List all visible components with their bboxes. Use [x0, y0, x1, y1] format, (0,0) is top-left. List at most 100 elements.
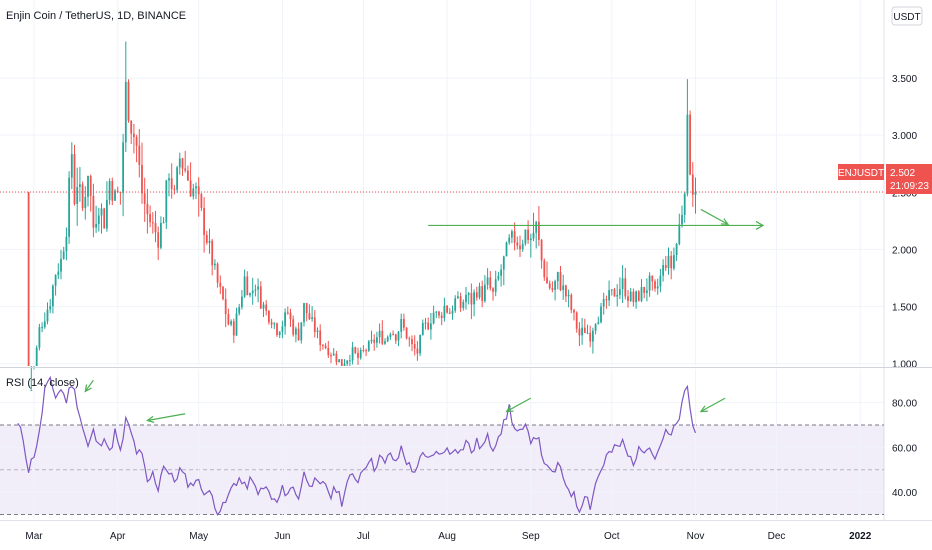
time-tick-label: Jul	[357, 531, 370, 542]
candle-body	[60, 258, 62, 272]
candle-body	[624, 278, 627, 297]
candle-body	[30, 389, 33, 391]
candle-body	[408, 338, 411, 340]
candle-body	[95, 224, 97, 228]
candle-body	[640, 286, 643, 301]
candle-body	[484, 284, 486, 302]
candle-body	[527, 229, 529, 241]
rsi-annotation-arrow	[506, 397, 532, 413]
currency-badge[interactable]	[891, 6, 923, 26]
price-tick-label: 1.000	[892, 360, 917, 371]
candle-body	[513, 231, 516, 243]
candle-body	[149, 214, 151, 223]
candle-body	[403, 318, 405, 328]
price-tick-label: 1.500	[892, 303, 917, 314]
candle-body	[197, 186, 200, 195]
candle-body	[656, 286, 659, 289]
candle-body	[481, 286, 484, 302]
candle-body	[556, 272, 559, 282]
candle-body	[470, 293, 473, 305]
candle-body	[646, 290, 648, 293]
candle-body	[127, 81, 130, 121]
candle-body	[89, 175, 92, 196]
candle-body	[251, 290, 254, 294]
candle-body	[178, 158, 181, 168]
candle-body	[103, 208, 106, 229]
candle-body	[332, 353, 335, 356]
candle-body	[462, 301, 465, 308]
candle-body	[249, 293, 251, 296]
candle-body	[627, 296, 629, 301]
candle-body	[416, 348, 419, 354]
candle-body	[259, 286, 262, 309]
candle-body	[327, 347, 330, 356]
candle-body	[46, 309, 49, 322]
candle-body	[292, 319, 295, 335]
rsi-annotation-arrow-head	[146, 415, 155, 423]
candle-body	[135, 137, 138, 146]
candle-body	[68, 177, 70, 237]
candle-body	[602, 299, 605, 307]
candle-body	[424, 322, 427, 324]
candle-body	[278, 331, 281, 336]
chart-title: Enjin Coin / TetherUS, 1D, BINANCE	[6, 10, 186, 22]
rsi-annotation-arrow-head	[84, 384, 92, 393]
time-tick-label: Nov	[687, 531, 705, 542]
candle-body	[176, 167, 178, 190]
time-tick-label: Apr	[110, 531, 126, 542]
candle-body	[100, 208, 103, 216]
candle-body	[322, 344, 324, 346]
candle-body	[335, 353, 338, 362]
candle-body	[143, 193, 146, 204]
candle-body	[189, 180, 192, 197]
candle-body	[262, 304, 265, 309]
candle-body	[162, 222, 165, 224]
candle-body	[610, 289, 613, 291]
candle-body	[273, 323, 276, 325]
rsi-pane[interactable]	[0, 369, 884, 519]
candle-body	[338, 359, 340, 362]
candle-body	[224, 299, 227, 315]
candle-body	[419, 334, 421, 354]
candle-body	[160, 222, 162, 248]
rsi-tick-label: 60.00	[892, 443, 917, 454]
candle-body	[427, 322, 430, 330]
candle-body	[500, 269, 502, 276]
candle-body	[457, 296, 459, 299]
candle-body	[281, 326, 284, 332]
candle-body	[581, 327, 583, 336]
time-tick-label: Jun	[274, 531, 290, 542]
candle-body	[670, 255, 673, 269]
candle-body	[659, 275, 662, 287]
candle-body	[486, 277, 489, 285]
price-tick-label: 3.000	[892, 131, 917, 142]
candle-body	[243, 276, 246, 297]
candle-body	[554, 281, 556, 290]
rsi-annotation-arrow-head	[699, 405, 708, 413]
candle-body	[205, 234, 208, 243]
candle-body	[354, 347, 357, 353]
time-tick-label: 2022	[849, 531, 872, 542]
candle-body	[365, 350, 367, 352]
currency-label: USDT	[893, 12, 920, 23]
price-pane[interactable]	[0, 0, 884, 391]
candle-body	[284, 312, 286, 327]
candle-body	[295, 328, 297, 335]
time-axis[interactable]: Mar Apr May Jun Jul Aug Sep Oct Nov Dec 2022	[25, 531, 871, 542]
candle-body	[165, 180, 168, 223]
time-tick-label: Aug	[438, 531, 456, 542]
candle-body	[675, 244, 678, 256]
candle-body	[92, 195, 95, 228]
candle-body	[184, 168, 187, 171]
candle-body	[559, 272, 562, 291]
candle-body	[305, 303, 308, 314]
candlestick-series[interactable]	[27, 41, 697, 391]
candle-body	[87, 175, 89, 197]
rsi-line[interactable]	[17, 375, 697, 517]
candle-body	[154, 223, 157, 233]
candle-body	[146, 203, 149, 215]
candle-body	[662, 265, 664, 276]
candle-body	[319, 330, 322, 345]
candle-body	[567, 294, 570, 297]
